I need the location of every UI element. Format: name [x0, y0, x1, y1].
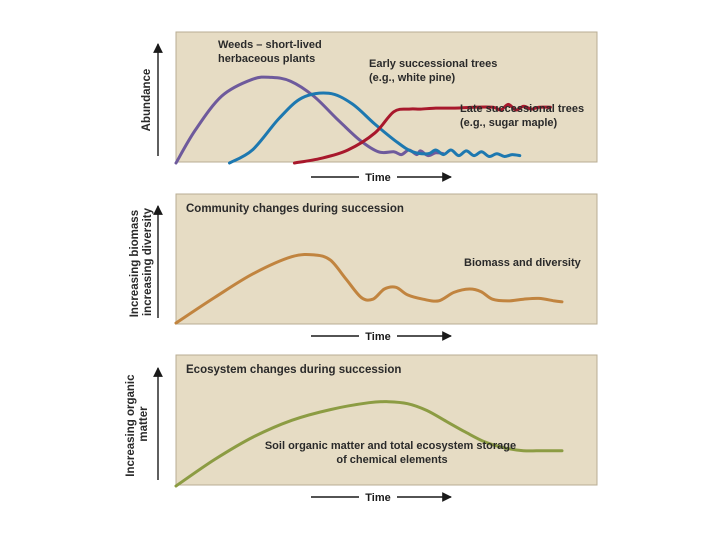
- y-axis-label: Increasing biomass increasing diversity: [129, 207, 154, 318]
- weeds-line: [174, 75, 445, 165]
- early-trees-label: Early successional trees (e.g., white pi…: [369, 58, 500, 84]
- series-group: [174, 75, 552, 165]
- late-trees-label: Late successional trees (e.g., sugar map…: [460, 103, 587, 129]
- panel-community: Increasing biomass increasing diversity …: [129, 193, 598, 343]
- time-label: Time: [365, 331, 390, 343]
- panel-abundance-background: [175, 31, 598, 163]
- panel-title: Ecosystem changes during succession: [186, 364, 401, 376]
- biomass-label: Biomass and diversity: [464, 257, 582, 269]
- y-axis-label: Abundance: [141, 69, 153, 132]
- panel-ecosystem: Increasing organic matter Ecosystem chan…: [125, 354, 598, 504]
- time-label: Time: [365, 492, 390, 504]
- panel-community-background: [175, 193, 598, 325]
- organic-matter-line: [174, 400, 564, 488]
- late-trees-line: [292, 102, 552, 165]
- panel-title: Community changes during succession: [186, 203, 404, 215]
- biomass-diversity-line: [174, 252, 564, 325]
- panel-ecosystem-background: [175, 354, 598, 486]
- time-label: Time: [365, 172, 390, 184]
- organic-matter-label: Soil organic matter and total ecosystem …: [265, 440, 519, 466]
- y-axis-label: Increasing organic matter: [125, 371, 150, 476]
- series-group: [174, 252, 564, 325]
- panel-abundance: Abundance Weeds – short-lived herbaceous…: [141, 31, 598, 184]
- series-group: [174, 400, 564, 488]
- early-trees-line: [228, 91, 522, 165]
- weeds-label: Weeds – short-lived herbaceous plants: [218, 39, 325, 65]
